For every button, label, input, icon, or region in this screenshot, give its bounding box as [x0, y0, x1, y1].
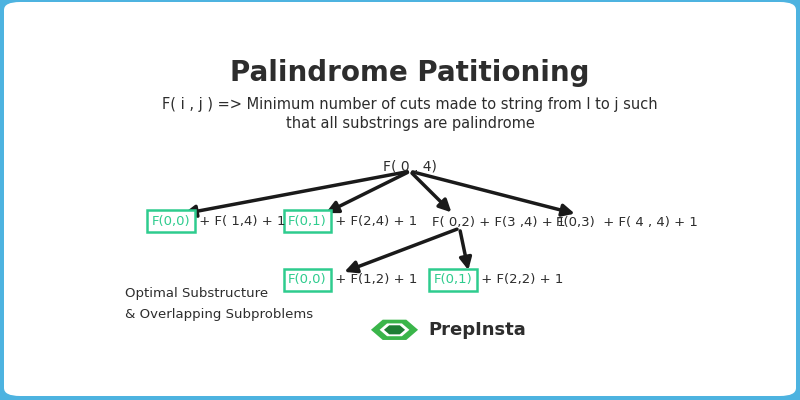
- Text: + F( 1,4) + 1: + F( 1,4) + 1: [195, 215, 286, 228]
- FancyBboxPatch shape: [283, 269, 331, 291]
- FancyBboxPatch shape: [283, 210, 331, 232]
- Text: that all substrings are palindrome: that all substrings are palindrome: [286, 116, 534, 131]
- Text: F( 0,2) + F(3 ,4) + 1: F( 0,2) + F(3 ,4) + 1: [432, 216, 565, 228]
- Text: + F(1,2) + 1: + F(1,2) + 1: [331, 274, 418, 286]
- Text: F( i , j ) => Minimum number of cuts made to string from l to j such: F( i , j ) => Minimum number of cuts mad…: [162, 98, 658, 112]
- Text: + F(2,2) + 1: + F(2,2) + 1: [477, 274, 563, 286]
- Text: F(0,1): F(0,1): [288, 215, 326, 228]
- Text: F(0,1): F(0,1): [434, 274, 473, 286]
- Text: PrepInsta: PrepInsta: [429, 321, 526, 339]
- Text: Optimal Substructure
& Overlapping Subproblems: Optimal Substructure & Overlapping Subpr…: [125, 287, 313, 321]
- Text: + F(2,4) + 1: + F(2,4) + 1: [331, 215, 418, 228]
- FancyBboxPatch shape: [430, 269, 477, 291]
- Text: F( 0 , 4): F( 0 , 4): [383, 160, 437, 174]
- Text: Palindrome Patitioning: Palindrome Patitioning: [230, 59, 590, 87]
- Text: F(0,0): F(0,0): [288, 274, 326, 286]
- Text: F(0,3)  + F( 4 , 4) + 1: F(0,3) + F( 4 , 4) + 1: [556, 216, 698, 228]
- Text: F(0,0): F(0,0): [152, 215, 190, 228]
- FancyBboxPatch shape: [147, 210, 195, 232]
